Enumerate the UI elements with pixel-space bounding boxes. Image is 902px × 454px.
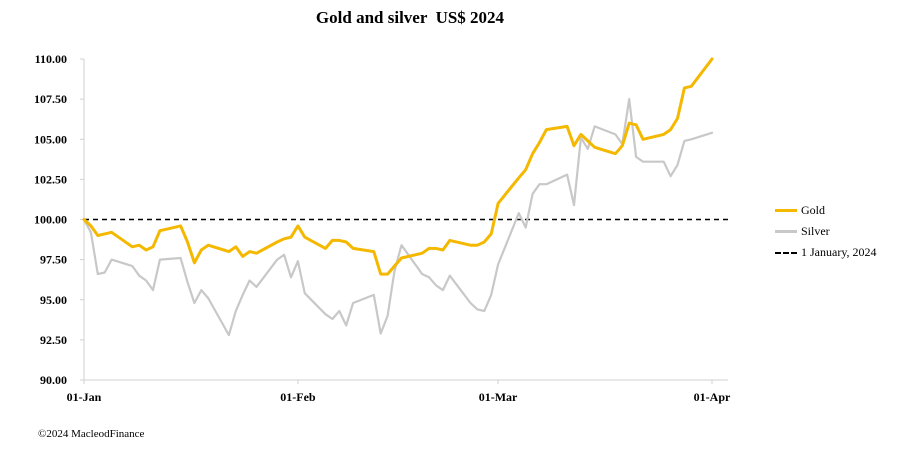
y-tick-label: 90.00 — [40, 373, 67, 387]
x-tick-label: 01-Jan — [67, 390, 102, 404]
x-axis: 01-Jan 01-Feb 01-Mar 01-Apr — [67, 379, 731, 404]
legend-label-silver: Silver — [801, 224, 830, 238]
x-tick-label: 01-Apr — [694, 390, 731, 404]
y-tick-label: 105.00 — [34, 132, 67, 146]
chart-title: Gold and silver US$ 2024 — [315, 8, 505, 27]
y-tick-label: 92.50 — [40, 333, 67, 347]
legend-swatch-reference — [775, 251, 797, 254]
legend-label-gold: Gold — [801, 203, 825, 217]
y-tick-label: 110.00 — [35, 52, 67, 66]
legend-item-reference: 1 January, 2024 — [775, 242, 900, 263]
copyright-text: ©2024 MacleodFinance — [38, 428, 145, 440]
legend-item-silver: Silver — [775, 221, 900, 242]
y-tick-label: 95.00 — [40, 293, 67, 307]
series-group — [82, 57, 714, 337]
legend-swatch-silver — [775, 230, 797, 233]
legend-label-reference: 1 January, 2024 — [801, 245, 877, 259]
legend-swatch-gold — [775, 209, 797, 212]
y-tick-label: 107.50 — [34, 92, 67, 106]
series-line-silver — [82, 97, 714, 337]
legend-item-gold: Gold — [775, 200, 900, 221]
legend: Gold Silver 1 January, 2024 — [775, 200, 900, 263]
series-line-gold — [82, 57, 714, 276]
y-axis: 110.00 107.50 105.00 102.50 100.00 97.50 95.00… — [34, 52, 85, 387]
x-tick-label: 01-Mar — [479, 390, 518, 404]
y-tick-label: 102.50 — [34, 172, 67, 186]
y-tick-label: 100.00 — [34, 213, 67, 227]
y-tick-label: 97.50 — [40, 253, 67, 267]
x-tick-label: 01-Feb — [280, 390, 316, 404]
